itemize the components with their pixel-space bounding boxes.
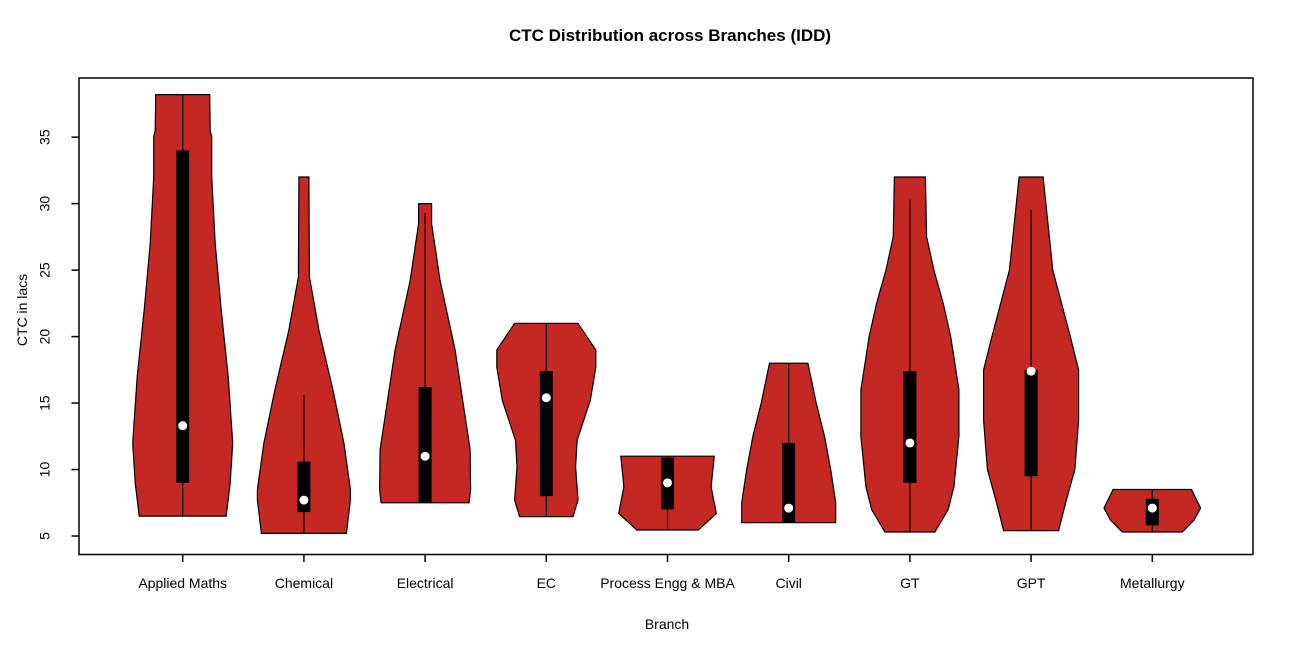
iqr-box (782, 442, 796, 523)
violin-group-civil (741, 362, 837, 524)
median-dot (541, 393, 551, 403)
x-tick-label-electrical: Electrical (397, 575, 454, 591)
y-tick-label: 10 (37, 462, 53, 478)
chart-title: CTC Distribution across Branches (IDD) (509, 26, 831, 45)
x-tick-label-gt: GT (900, 575, 920, 591)
y-tick-label: 30 (37, 196, 53, 212)
violin-group-gt (860, 176, 960, 533)
violin-group-metallurgy (1103, 488, 1202, 533)
plot-box (78, 77, 1254, 556)
x-tick-label-civil: Civil (775, 575, 801, 591)
y-tick-label: 35 (37, 129, 53, 145)
x-tick-label-process-engg-mba: Process Engg & MBA (600, 575, 735, 591)
x-tick-label-metallurgy: Metallurgy (1120, 575, 1185, 591)
median-dot (1147, 503, 1157, 513)
violin-shape-chemical (256, 176, 351, 535)
y-tick-label: 25 (37, 262, 53, 278)
y-axis-title: CTC in lacs (14, 274, 30, 346)
median-dot (663, 478, 672, 488)
y-tick-label: 15 (37, 395, 53, 411)
violin-group-ec (496, 322, 597, 518)
x-tick-label-ec: EC (537, 575, 556, 591)
median-dot (420, 451, 430, 461)
violin-group-applied-maths (132, 93, 234, 517)
y-tick-label: 20 (37, 329, 53, 345)
median-dot (178, 421, 188, 431)
plot-area: 5 10 15 20 25 30 35 Applied Maths Chemical Electr… (37, 77, 1254, 591)
median-dot (1026, 366, 1036, 376)
x-axis-title: Branch (645, 616, 689, 632)
x-tick-label-applied-maths: Applied Maths (138, 575, 227, 591)
iqr-box (418, 387, 432, 503)
median-dot (784, 503, 794, 513)
iqr-box (176, 150, 190, 483)
x-tick-label-gpt: GPT (1017, 575, 1046, 591)
violin-group-gpt (982, 176, 1080, 532)
violin-group-electrical (378, 203, 472, 504)
violin-group-chemical (256, 176, 351, 535)
iqr-box (903, 371, 917, 483)
iqr-box (1024, 369, 1038, 477)
violin-group-process-engg-mba (618, 455, 717, 531)
median-dot (905, 438, 915, 448)
median-dot (299, 495, 309, 505)
y-tick-label: 5 (37, 532, 53, 540)
x-tick-label-chemical: Chemical (275, 575, 333, 591)
iqr-box (539, 371, 553, 497)
